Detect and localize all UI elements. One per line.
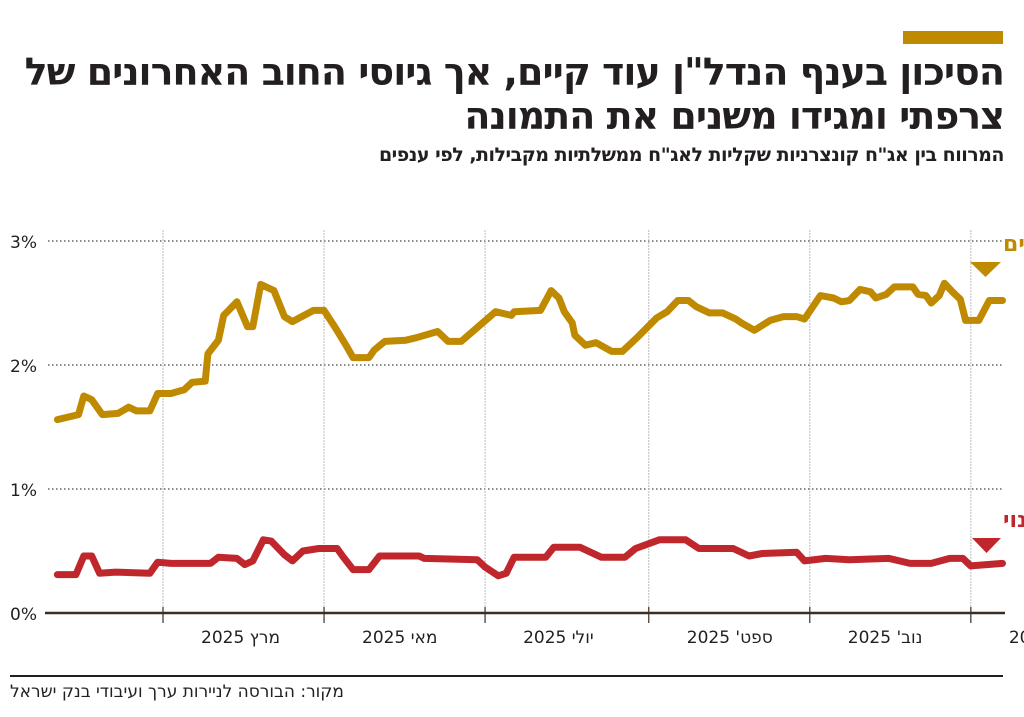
real-estate-line (53, 536, 1006, 580)
y-tick-label: 2% (10, 357, 37, 377)
footer-rule (10, 675, 1003, 677)
grid (48, 230, 1003, 613)
y-tick-label: 1% (10, 481, 37, 501)
series-lines (53, 279, 1006, 580)
x-tick-label: ינו' 2025 (1009, 628, 1024, 648)
y-tick-label: 0% (10, 605, 37, 625)
y-axis: 0% 1% 2% 3% (10, 233, 37, 625)
chart-title: הסיכון בענף הנדל"ן עוד קיים, אך גיוסי הח… (24, 50, 1005, 138)
real-estate-points (57, 539, 1003, 576)
chart-subtitle: המרווח בין אג"ח קונצרניות שקליות לאג"ח מ… (378, 144, 1005, 166)
legend-real-estate-marker (972, 538, 1001, 553)
y-tick-label: 3% (10, 233, 37, 253)
accent-bar (903, 31, 1003, 44)
banks-line (53, 279, 1006, 424)
x-tick-label: נוב' 2025 (848, 628, 923, 648)
x-tick-label: מאי 2025 (362, 628, 437, 648)
legend-real-estate: נדל"ן ובינוי (1003, 508, 1024, 533)
x-tick-label: מרץ 2025 (201, 628, 280, 648)
x-axis: מרץ 2025 מאי 2025 יולי 2025 ספט' 2025 נוב' 2… (45, 607, 1024, 648)
legend-banks: בנקים (1003, 232, 1024, 257)
x-tick-label: יולי 2025 (523, 628, 594, 648)
legend-banks-marker (970, 262, 1001, 277)
banks-points (57, 283, 1003, 420)
x-tick-label: ספט' 2025 (687, 628, 773, 648)
source-note: מקור: הבורסה לניירות ערך ועיבודי בנק ישר… (10, 682, 344, 702)
